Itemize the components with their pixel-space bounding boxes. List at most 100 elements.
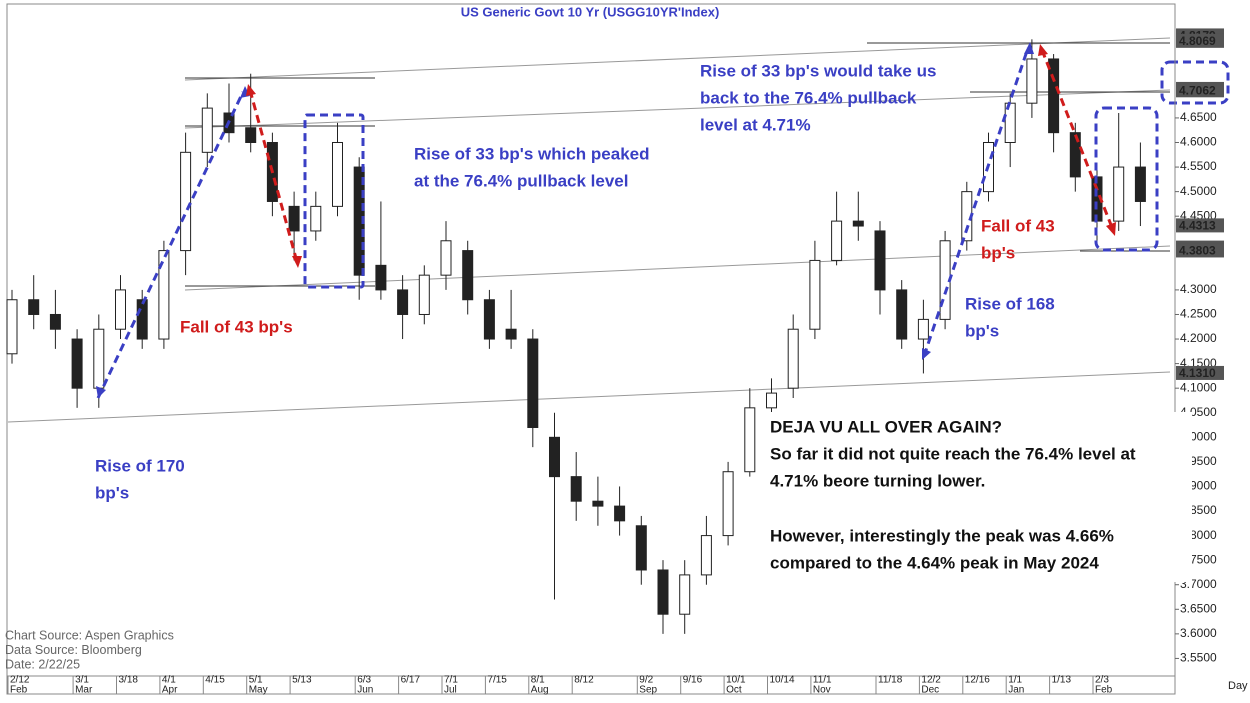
arrow-head xyxy=(1024,42,1034,54)
arrows xyxy=(96,47,1230,399)
commentary-line: 4.71% beore turning lower. xyxy=(770,471,985,490)
source-line: Chart Source: Aspen Graphics xyxy=(5,628,174,642)
candle-body xyxy=(1134,166,1146,202)
commentary-line: DEJA VU ALL OVER AGAIN? xyxy=(770,417,1002,436)
candle-body xyxy=(679,574,691,615)
candle-body xyxy=(310,205,322,232)
candle-body xyxy=(375,264,387,291)
candle-body xyxy=(614,505,626,522)
month-label: Mar xyxy=(75,685,93,696)
price-level-label: 4.3803 xyxy=(1179,244,1216,258)
candle-body xyxy=(744,407,756,473)
price-level-label: 4.8069 xyxy=(1179,34,1216,48)
arrow-head xyxy=(96,386,106,398)
candle-body xyxy=(6,299,18,355)
candle-body xyxy=(49,313,61,330)
x-tick-label: 12/16 xyxy=(965,675,990,686)
month-label: Aug xyxy=(531,685,549,696)
y-tick-label: 4.1000 xyxy=(1180,380,1217,394)
candle-body xyxy=(1113,166,1125,222)
x-tick-label: 6/17 xyxy=(401,675,421,686)
candle-body xyxy=(722,471,734,537)
candle-body xyxy=(462,250,474,301)
x-tick-label: 11/18 xyxy=(878,675,903,686)
highlight-box xyxy=(1094,106,1159,252)
x-tick-label: 12/2 xyxy=(921,675,941,686)
x-tick-label: 10/1 xyxy=(726,675,746,686)
y-tick-label: 4.6500 xyxy=(1180,110,1217,124)
x-tick-label: 2/12 xyxy=(10,675,30,686)
candle-body xyxy=(201,107,213,153)
annotations: Rise of 33 bp's which peaked at the 76.4%… xyxy=(5,61,1136,671)
x-tick-label: 11/1 xyxy=(813,675,832,686)
candle-body xyxy=(917,318,929,340)
y-tick-label: 3.6000 xyxy=(1180,626,1217,640)
annotation: bp's xyxy=(981,243,1015,262)
commentary-line: However, interestingly the peak was 4.66… xyxy=(770,526,1114,545)
x-tick-label: 5/13 xyxy=(292,675,312,686)
x-tick-label: 2/3 xyxy=(1095,675,1109,686)
x-axis-band xyxy=(6,675,1176,695)
month-label: Sep xyxy=(639,685,657,696)
x-tick-label: 4/1 xyxy=(162,675,176,686)
month-label: Apr xyxy=(162,685,178,696)
annotation: Fall of 43 bp's xyxy=(180,317,293,336)
trend-line xyxy=(184,89,1171,129)
x-tick-label: 4/15 xyxy=(205,675,225,686)
candle-body xyxy=(93,328,105,389)
x-tick-label: 1/1 xyxy=(1008,675,1022,686)
candle-body xyxy=(505,328,517,340)
candle-body xyxy=(787,328,799,389)
x-tick-label: 1/13 xyxy=(1052,675,1072,686)
annotation: Rise of 170 xyxy=(95,456,185,475)
annotation: bp's xyxy=(965,321,999,340)
arrow-head xyxy=(922,348,931,360)
candle-body xyxy=(28,299,40,315)
candle-body xyxy=(418,274,430,315)
annotation: back to the 76.4% pullback xyxy=(700,88,917,107)
annotation: Rise of 33 bp's which peaked xyxy=(414,144,650,163)
candle-body xyxy=(570,476,582,502)
arrow-head xyxy=(1106,222,1116,236)
arrow xyxy=(922,47,1030,357)
month-label: Jan xyxy=(1008,685,1024,696)
month-label: Dec xyxy=(921,685,939,696)
commentary-line: So far it did not quite reach the 76.4% … xyxy=(770,444,1136,463)
y-tick-label: 4.5500 xyxy=(1180,159,1217,173)
candle-body xyxy=(635,525,647,571)
x-tick-label: 3/1 xyxy=(75,675,89,686)
highlight-box xyxy=(303,113,365,289)
source-line: Data Source: Bloomberg xyxy=(5,643,142,657)
candle-body xyxy=(1026,58,1038,104)
annotation: Rise of 168 xyxy=(965,294,1055,313)
trend-line xyxy=(184,245,1171,291)
month-label: Jun xyxy=(357,685,373,696)
x-tick-label: 9/16 xyxy=(683,675,703,686)
price-level-box xyxy=(1176,218,1224,233)
price-level-label: 4.1310 xyxy=(1179,366,1216,380)
x-tick-label: 7/1 xyxy=(444,675,458,686)
annotation: Fall of 43 xyxy=(981,216,1055,235)
candle-body xyxy=(1048,58,1060,134)
price-level-box xyxy=(1176,83,1224,98)
candle-body xyxy=(245,127,257,143)
month-label: Feb xyxy=(1095,685,1113,696)
arrow-heads xyxy=(96,42,1116,398)
x-tick-label: 3/18 xyxy=(119,675,139,686)
month-label: Nov xyxy=(813,685,831,696)
price-level-box xyxy=(1176,365,1224,380)
y-tick-label: 4.6000 xyxy=(1180,135,1217,149)
arrow xyxy=(248,89,299,263)
y-tick-label: 3.5500 xyxy=(1180,651,1217,665)
price-level-box xyxy=(1176,243,1224,258)
candle-body xyxy=(440,240,452,276)
level-lines xyxy=(185,42,1170,287)
chart-title: US Generic Govt 10 Yr (USGG10YR'Index) xyxy=(461,4,720,19)
month-label: May xyxy=(249,685,268,696)
y-tick-label: 4.2000 xyxy=(1180,331,1217,345)
month-label: Oct xyxy=(726,685,742,696)
candle-body xyxy=(592,500,604,507)
commentary-box xyxy=(765,412,1192,582)
arrow xyxy=(96,91,245,399)
candle-body xyxy=(809,259,821,330)
